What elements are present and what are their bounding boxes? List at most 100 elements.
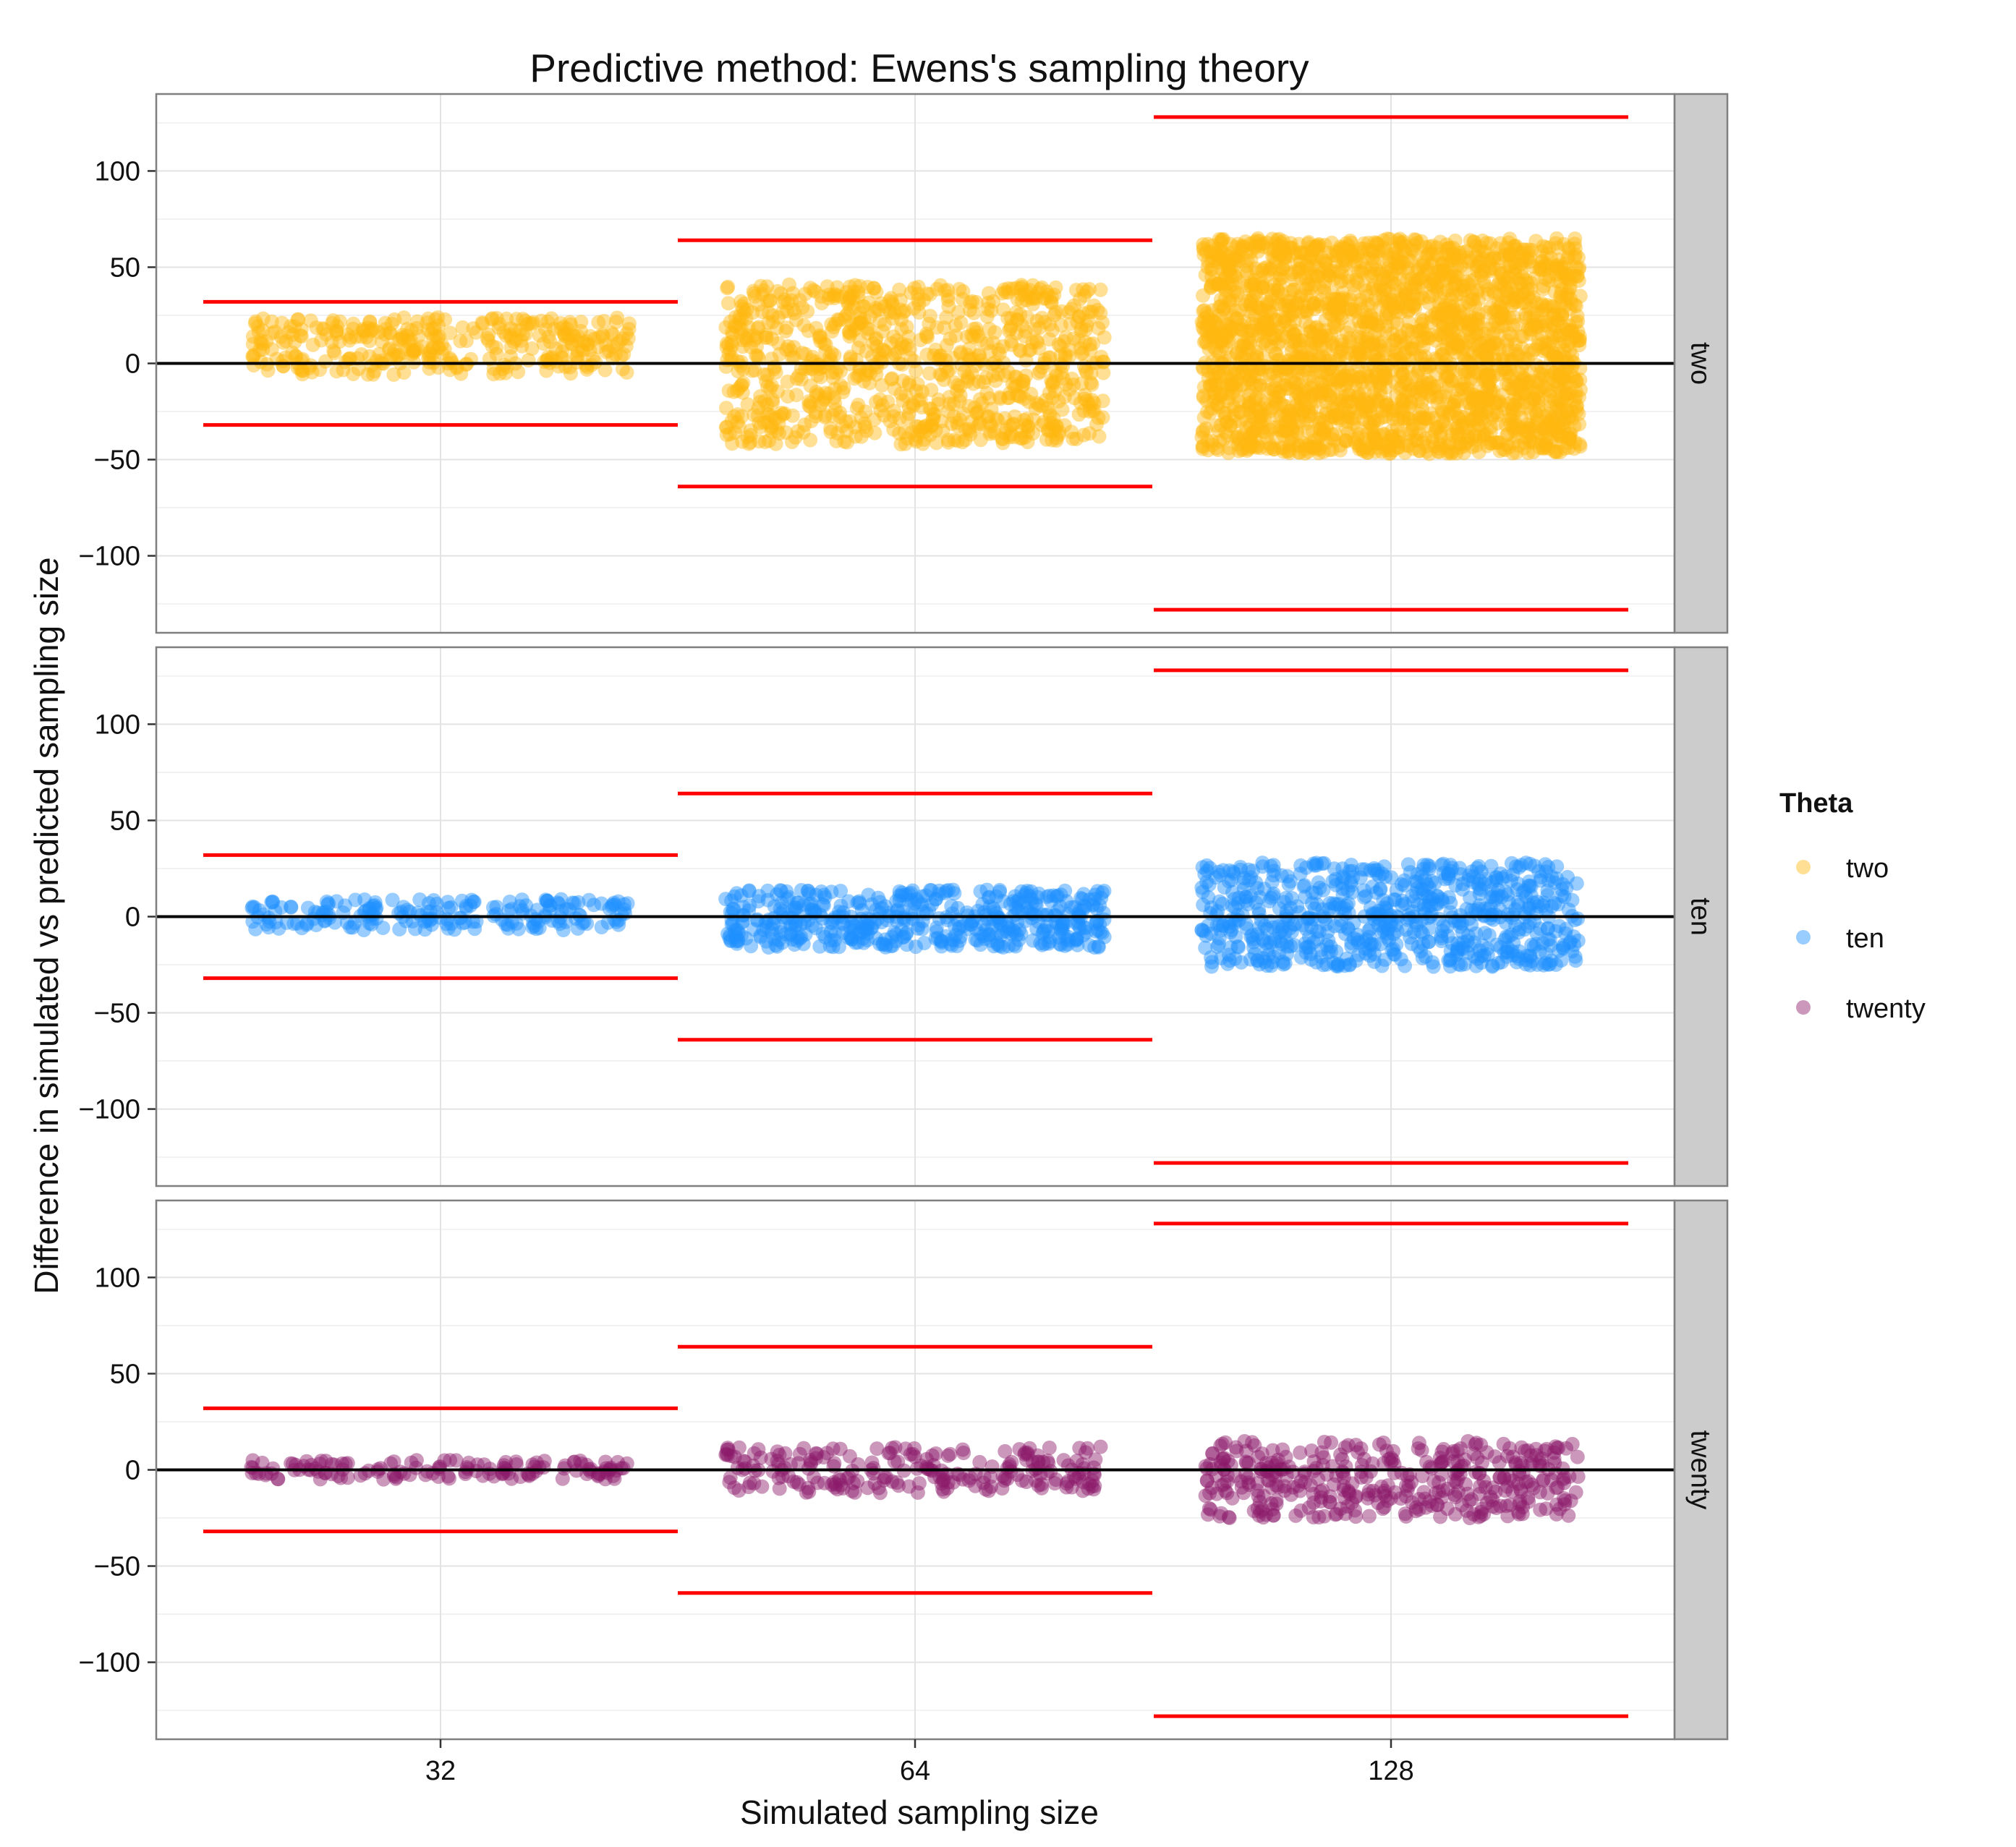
- data-point: [741, 328, 756, 344]
- data-point: [401, 333, 417, 348]
- data-point: [726, 901, 741, 916]
- data-point: [920, 330, 935, 345]
- data-point: [247, 347, 262, 362]
- data-point: [1004, 337, 1019, 352]
- data-point: [885, 311, 901, 326]
- data-point: [937, 283, 952, 298]
- data-point: [1411, 411, 1426, 426]
- data-point: [1481, 369, 1497, 384]
- data-point: [848, 429, 863, 444]
- data-point: [842, 329, 857, 344]
- data-point: [898, 926, 914, 942]
- data-point: [955, 291, 970, 307]
- data-point: [1017, 287, 1032, 302]
- data-point: [329, 324, 344, 339]
- data-point: [736, 375, 751, 391]
- data-point: [1522, 310, 1537, 325]
- data-point: [757, 435, 773, 450]
- data-point: [823, 924, 838, 939]
- data-point: [841, 325, 856, 340]
- data-point: [859, 423, 874, 438]
- data-point: [544, 350, 559, 364]
- data-point: [245, 349, 260, 364]
- data-point: [1009, 305, 1024, 320]
- data-point: [443, 325, 458, 341]
- data-point: [911, 393, 926, 408]
- data-point: [496, 325, 511, 340]
- data-point: [997, 282, 1011, 297]
- data-point: [325, 315, 340, 330]
- data-point: [813, 330, 828, 344]
- data-point: [592, 330, 607, 345]
- data-point: [741, 436, 757, 451]
- data-point: [514, 333, 529, 348]
- data-point: [1076, 282, 1091, 297]
- data-point: [485, 338, 500, 354]
- data-point: [453, 333, 468, 349]
- data-point: [1083, 342, 1098, 357]
- data-point: [1384, 292, 1399, 307]
- data-point: [835, 385, 851, 400]
- data-point: [375, 334, 390, 349]
- data-point: [777, 406, 792, 421]
- data-point: [1052, 425, 1067, 440]
- data-point: [1463, 890, 1478, 905]
- data-point: [255, 342, 271, 357]
- data-point: [318, 354, 333, 369]
- data-point: [1085, 404, 1100, 419]
- data-point: [750, 321, 765, 336]
- data-point: [1241, 399, 1256, 414]
- data-point: [1014, 884, 1029, 899]
- data-point: [1408, 300, 1423, 315]
- data-point: [856, 312, 872, 327]
- data-point: [1215, 387, 1230, 402]
- data-point: [365, 321, 380, 336]
- data-point: [295, 367, 310, 382]
- data-point: [727, 409, 742, 424]
- data-point: [857, 916, 872, 931]
- data-point: [503, 328, 518, 342]
- data-point: [293, 328, 308, 343]
- data-point: [733, 888, 749, 903]
- data-point: [918, 424, 933, 439]
- data-point: [940, 404, 956, 419]
- data-point: [809, 354, 824, 370]
- data-point: [997, 425, 1012, 440]
- data-point: [569, 333, 584, 349]
- data-point: [1014, 294, 1029, 309]
- data-point: [388, 349, 404, 364]
- data-point: [1376, 426, 1391, 441]
- data-point: [784, 293, 799, 308]
- data-point: [1483, 436, 1498, 451]
- data-point: [735, 385, 750, 400]
- data-point: [752, 415, 767, 430]
- data-point: [557, 327, 572, 341]
- data-point: [514, 338, 529, 354]
- data-point: [982, 286, 996, 301]
- data-point: [410, 341, 425, 357]
- data-point: [962, 302, 977, 317]
- data-point: [798, 361, 813, 376]
- data-point: [601, 344, 616, 359]
- data-point: [884, 336, 898, 351]
- data-point: [797, 417, 812, 432]
- data-point: [356, 323, 370, 338]
- facet-strip-label: two: [1685, 342, 1716, 385]
- data-point: [1081, 313, 1096, 328]
- data-point: [937, 885, 953, 900]
- data-point: [788, 312, 804, 328]
- data-point: [966, 376, 981, 391]
- data-point: [969, 406, 984, 421]
- data-point: [947, 432, 962, 448]
- data-point: [910, 377, 925, 392]
- data-point: [543, 334, 558, 349]
- data-point: [892, 411, 907, 426]
- data-point: [264, 342, 279, 357]
- data-point: [826, 289, 841, 304]
- data-point: [735, 339, 750, 354]
- data-point: [260, 363, 276, 378]
- data-point: [932, 367, 948, 382]
- data-point: [944, 899, 959, 913]
- data-point: [786, 286, 800, 301]
